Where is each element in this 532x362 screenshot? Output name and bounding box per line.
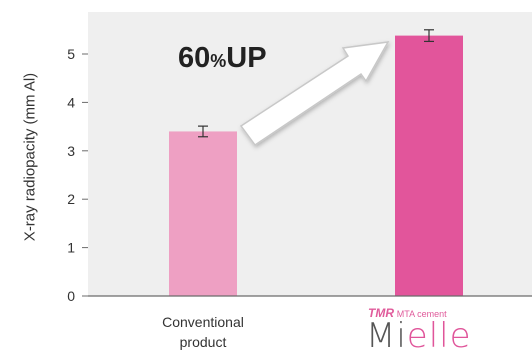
increase-annotation: 60%UP bbox=[178, 42, 267, 75]
annotation-number: 60 bbox=[178, 42, 211, 74]
y-tick-label: 1 bbox=[67, 240, 75, 256]
y-tick-label: 3 bbox=[67, 143, 75, 159]
y-tick-label: 0 bbox=[67, 288, 75, 304]
y-tick-label: 4 bbox=[67, 94, 75, 110]
y-tick-label: 2 bbox=[67, 191, 75, 207]
x-tick-label-conventional: Conventional product bbox=[138, 312, 268, 352]
brand-logo-name: Mielle bbox=[366, 316, 472, 356]
plot-background bbox=[88, 12, 532, 296]
brand-prefix: TMR bbox=[368, 306, 394, 320]
bar-1 bbox=[169, 131, 237, 296]
brand-name-part2: elle bbox=[406, 316, 472, 356]
x-tick-label-line1: Conventional bbox=[162, 314, 244, 330]
annotation-word: UP bbox=[226, 42, 267, 74]
bar-2 bbox=[395, 35, 463, 296]
y-tick-label: 5 bbox=[67, 46, 75, 62]
annotation-percent: % bbox=[210, 51, 227, 71]
x-tick-label-line2: product bbox=[179, 334, 227, 350]
increase-arrow bbox=[239, 41, 390, 147]
brand-name-part1: Mi bbox=[366, 316, 407, 356]
brand-subtitle: MTA cement bbox=[396, 309, 447, 319]
y-axis-label: X-ray radiopacity (mm Al) bbox=[21, 72, 39, 242]
brand-tagline: TMR MTA cement bbox=[368, 306, 447, 322]
